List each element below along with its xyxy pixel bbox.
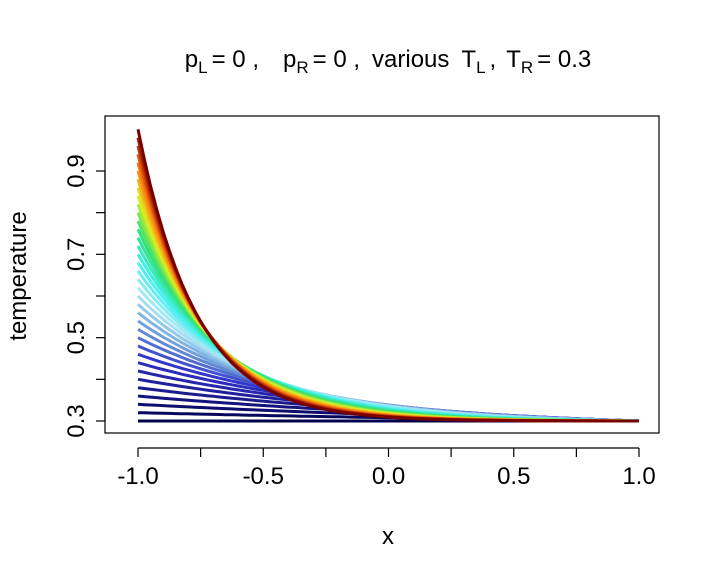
series-line xyxy=(136,203,639,423)
series-line xyxy=(136,137,639,423)
series-line xyxy=(136,245,640,423)
x-tick-label: 0.5 xyxy=(497,463,530,490)
x-tick-label: 1.0 xyxy=(622,463,655,490)
y-axis: 0.3 0.5 0.7 0.9 xyxy=(63,154,106,438)
y-tick-label: 0.5 xyxy=(63,321,90,354)
x-axis: -1.0 -0.5 0.0 0.5 1.0 xyxy=(117,447,656,490)
x-tick-label: 0.0 xyxy=(372,463,405,490)
x-axis-label: x xyxy=(382,523,394,550)
chart-title: pL = 0 , pR = 0 , various TL, TR = 0.3 xyxy=(185,46,591,77)
x-tick-label: -1.0 xyxy=(117,463,158,490)
series-line xyxy=(136,237,639,423)
series-line xyxy=(136,128,639,423)
y-tick-label: 0.7 xyxy=(63,238,90,271)
x-tick-label: -0.5 xyxy=(243,463,284,490)
y-tick-label: 0.3 xyxy=(63,404,90,437)
y-axis-label: temperature xyxy=(5,211,32,340)
y-tick-label: 0.9 xyxy=(63,154,90,187)
series-line xyxy=(136,278,640,423)
plot-frame xyxy=(104,115,660,434)
series-line xyxy=(136,170,639,423)
series-group xyxy=(136,128,640,423)
